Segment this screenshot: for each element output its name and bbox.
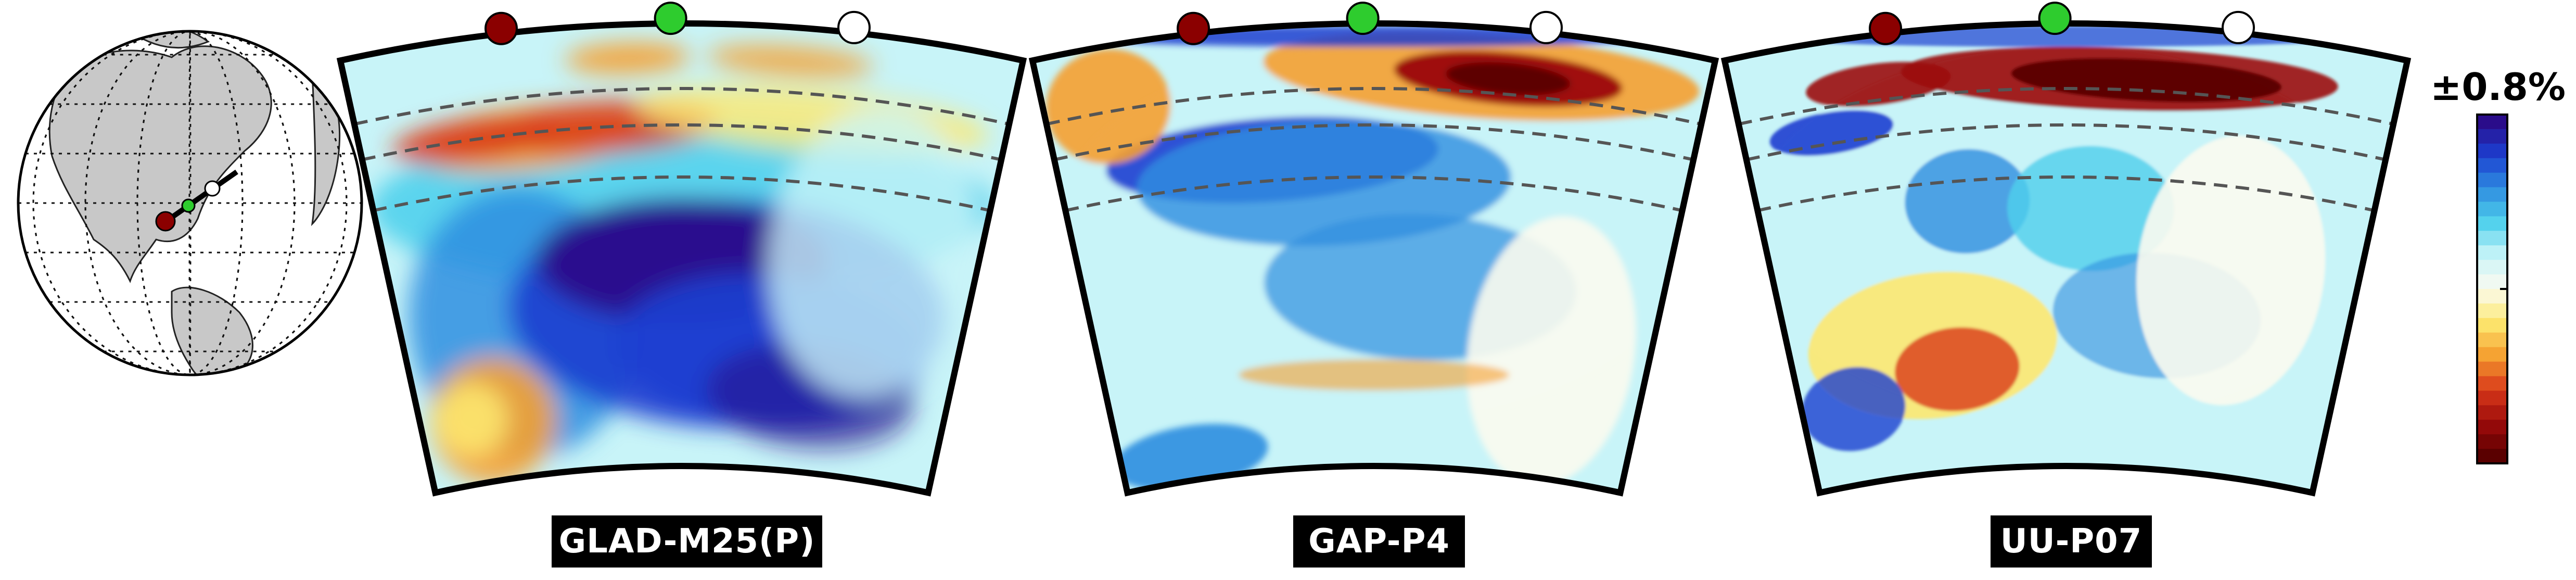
panel-label-gap-p4: GAP-P4 [1293, 515, 1465, 568]
colorbar-step [2477, 347, 2507, 362]
station-marker-mid [2038, 2, 2072, 35]
station-marker-start [1869, 11, 1903, 45]
anomaly-blob [1905, 149, 2030, 254]
colorbar-step [2477, 231, 2507, 246]
profile-line [162, 169, 238, 225]
colorbar-step [2477, 260, 2507, 275]
colorbar-step [2477, 274, 2507, 289]
section-outline [1028, 20, 1719, 497]
colorbar-step [2477, 303, 2507, 319]
panel-label-glad-m25: GLAD-M25(P) [552, 515, 822, 568]
colorbar-title: ±0.8% [2430, 65, 2566, 109]
station-marker-start [1177, 11, 1210, 45]
depth-contour [1738, 87, 2394, 126]
station-marker-mid [1346, 2, 1380, 35]
cross-section-uu-p07 [1720, 2, 2412, 497]
depth-contour [1746, 123, 2386, 161]
landmass [48, 45, 272, 283]
colorbar-step [2477, 449, 2507, 464]
anomaly-blob [707, 44, 874, 78]
colorbar-step [2477, 187, 2507, 203]
colorbar-step [2477, 434, 2507, 450]
panel-label-uu-p07: UU-P07 [1991, 515, 2152, 568]
station-marker-mid [654, 2, 687, 35]
meridian [32, 31, 348, 375]
colorbar-step [2477, 216, 2507, 232]
depth-contour [1065, 175, 1683, 212]
anomaly-blob [2136, 135, 2326, 406]
colorbar-step [2477, 332, 2507, 348]
station-marker-end [837, 10, 871, 44]
anomaly-blob [1045, 49, 1171, 164]
depth-contour [362, 123, 1002, 161]
colorbar-step [2477, 172, 2507, 188]
colorbar-step [2477, 143, 2507, 159]
section-outline [1720, 20, 2412, 497]
station-marker-start [484, 11, 518, 45]
cross-section-gap-p4 [1028, 2, 1719, 497]
globe-outline [17, 30, 363, 376]
anomaly-blob [1895, 327, 2020, 411]
depth-contour [1757, 175, 2375, 212]
colorbar-step [2477, 129, 2507, 144]
globe-station-start [155, 211, 176, 232]
anomaly-blob [1466, 216, 1636, 486]
depth-contour [1046, 87, 1702, 126]
anomaly-blob [768, 108, 978, 398]
section-outline [336, 20, 1027, 497]
colorbar-step [2477, 245, 2507, 261]
globe-station-end [204, 180, 221, 197]
colorbar-step [2477, 158, 2507, 173]
anomaly-blob [2011, 58, 2282, 103]
depth-contour [1054, 123, 1694, 161]
anomaly-blob [435, 383, 508, 456]
anomaly-blob [1239, 359, 1509, 390]
anomaly-blob [1802, 367, 1906, 451]
station-marker-end [1529, 10, 1563, 44]
colorbar-step [2477, 115, 2507, 130]
anomaly-blob [1446, 62, 1571, 95]
cross-section-glad-m25 [336, 2, 1027, 497]
colorbar-step [2477, 405, 2507, 421]
anomaly-blob [565, 42, 690, 74]
depth-contour [354, 87, 1010, 126]
depth-contour [373, 175, 991, 212]
colorbar-step [2477, 318, 2507, 333]
globe-station-mid [181, 198, 196, 213]
station-marker-end [2222, 10, 2255, 44]
colorbar-step [2477, 376, 2507, 392]
colorbar-step [2477, 390, 2507, 406]
colorbar-step [2477, 420, 2507, 435]
colorbar-step [2477, 361, 2507, 377]
colorbar [2476, 114, 2508, 464]
anomaly-blob [1769, 110, 1894, 156]
colorbar-step [2477, 289, 2507, 304]
colorbar-step [2477, 201, 2507, 217]
globe-inset [17, 30, 363, 376]
